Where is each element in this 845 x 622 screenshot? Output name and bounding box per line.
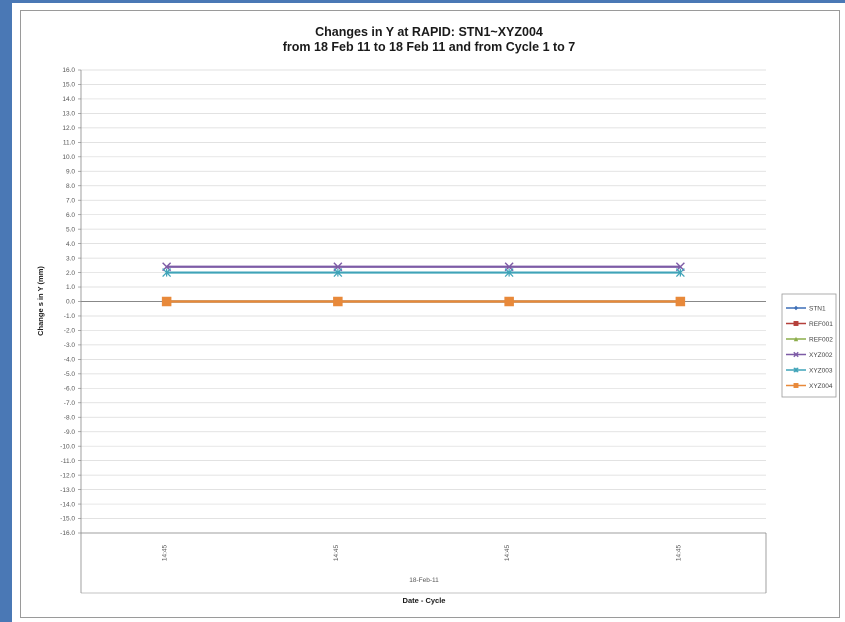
y-tick-label: -4.0 bbox=[64, 357, 76, 364]
y-tick-label: -14.0 bbox=[60, 501, 75, 508]
legend-item: REF001 bbox=[786, 321, 833, 328]
y-tick-label: 12.0 bbox=[62, 125, 75, 132]
data-point bbox=[504, 296, 514, 307]
y-tick-label: -13.0 bbox=[60, 487, 75, 494]
y-tick-label: -11.0 bbox=[61, 458, 76, 465]
x-tick-labels: 14:45 14:45 14:45 14:45 bbox=[162, 544, 683, 561]
series-xyz004 bbox=[161, 296, 686, 307]
x-tick-label: 14:45 bbox=[333, 544, 340, 561]
y-tick-label: 6.0 bbox=[66, 212, 75, 219]
data-point bbox=[793, 321, 799, 326]
data-point bbox=[675, 268, 685, 277]
legend-label: XYZ004 bbox=[809, 383, 833, 390]
y-tick-label: -1.0 bbox=[64, 313, 76, 320]
x-axis-label: Date - Cycle bbox=[403, 596, 446, 605]
y-tick-label: 16.0 bbox=[62, 67, 75, 74]
y-tick-label: 8.0 bbox=[66, 183, 75, 190]
y-tick-label: -16.0 bbox=[60, 530, 75, 537]
y-tick-label: 2.0 bbox=[66, 270, 75, 277]
data-point bbox=[333, 296, 343, 307]
y-tick-label: 5.0 bbox=[66, 226, 75, 233]
y-tick-label: 13.0 bbox=[62, 111, 75, 118]
y-tick-label: -15.0 bbox=[60, 516, 75, 523]
y-tick-label: -10.0 bbox=[60, 443, 75, 450]
y-tick-label: -12.0 bbox=[60, 472, 75, 479]
data-point bbox=[793, 305, 799, 311]
series-xyz003 bbox=[162, 268, 685, 277]
y-tick-label: 1.0 bbox=[66, 284, 75, 291]
y-tick-label: 10.0 bbox=[62, 154, 75, 161]
data-point bbox=[504, 268, 514, 277]
marker-stroke bbox=[793, 351, 799, 358]
data-point bbox=[675, 296, 686, 307]
y-tick-label: -3.0 bbox=[64, 342, 76, 349]
y-tick-label: 3.0 bbox=[66, 255, 75, 262]
axis-layer bbox=[78, 69, 767, 594]
legend-box bbox=[781, 293, 837, 398]
y-tick-label: 4.0 bbox=[66, 241, 75, 248]
y-tick-label: 14.0 bbox=[62, 96, 75, 103]
legend-items: STN1 REF001 REF002 XYZ002 XYZ003 XYZ004 bbox=[786, 305, 833, 390]
chart-area: Changes in Y at RAPID: STN1~XYZ004 from … bbox=[20, 10, 840, 618]
chart-subtitle: from 18 Feb 11 to 18 Feb 11 and from Cyc… bbox=[283, 40, 576, 54]
y-tick-label: -2.0 bbox=[64, 328, 76, 335]
legend-item: XYZ004 bbox=[786, 383, 833, 390]
y-tick-label: -7.0 bbox=[64, 400, 76, 407]
y-tick-label: -6.0 bbox=[64, 386, 76, 393]
chart-title: Changes in Y at RAPID: STN1~XYZ004 bbox=[315, 25, 543, 39]
series-layer bbox=[161, 262, 686, 307]
y-tick-labels: 16.0 15.0 14.0 13.0 12.0 11.0 10.0 9.0 8.0 7.0 6.0… bbox=[60, 67, 75, 537]
series-xyz002 bbox=[162, 262, 685, 272]
y-axis-label: Change s in Y (mm) bbox=[36, 266, 45, 336]
data-point bbox=[793, 351, 799, 358]
legend-item: STN1 bbox=[786, 305, 826, 312]
y-tick-label: -8.0 bbox=[64, 414, 76, 421]
y-tick-label: -9.0 bbox=[64, 429, 76, 436]
legend-label: STN1 bbox=[809, 305, 826, 312]
legend-label: XYZ002 bbox=[809, 352, 833, 359]
y-tick-label: -5.0 bbox=[64, 371, 76, 378]
legend: STN1 REF001 REF002 XYZ002 XYZ003 XYZ004 bbox=[781, 293, 837, 398]
legend-label: REF001 bbox=[809, 321, 833, 328]
data-point bbox=[333, 268, 343, 277]
legend-label: REF002 bbox=[809, 336, 833, 343]
legend-item: XYZ002 bbox=[786, 352, 833, 359]
y-tick-label: 7.0 bbox=[66, 197, 75, 204]
x-tick-label: 14:45 bbox=[504, 544, 511, 561]
data-point bbox=[161, 296, 172, 307]
data-point bbox=[793, 336, 799, 342]
legend-item: REF002 bbox=[786, 336, 833, 343]
grid-layer bbox=[81, 69, 766, 534]
y-tick-label: 11.0 bbox=[63, 140, 76, 147]
chart-svg: Changes in Y at RAPID: STN1~XYZ004 from … bbox=[36, 25, 837, 605]
data-point bbox=[793, 367, 799, 373]
data-point bbox=[793, 383, 799, 388]
x-tick-label: 14:45 bbox=[162, 544, 169, 561]
y-tick-label: 0.0 bbox=[66, 299, 75, 306]
y-tick-label: 15.0 bbox=[62, 82, 75, 89]
x-group-label: 18-Feb-11 bbox=[409, 577, 439, 584]
window-frame-top bbox=[0, 0, 845, 3]
legend-label: XYZ003 bbox=[809, 367, 833, 374]
x-tick-label: 14:45 bbox=[675, 544, 682, 561]
legend-item: XYZ003 bbox=[786, 367, 833, 374]
data-point bbox=[162, 268, 172, 277]
window-frame-left bbox=[0, 0, 12, 622]
y-tick-label: 9.0 bbox=[66, 168, 75, 175]
